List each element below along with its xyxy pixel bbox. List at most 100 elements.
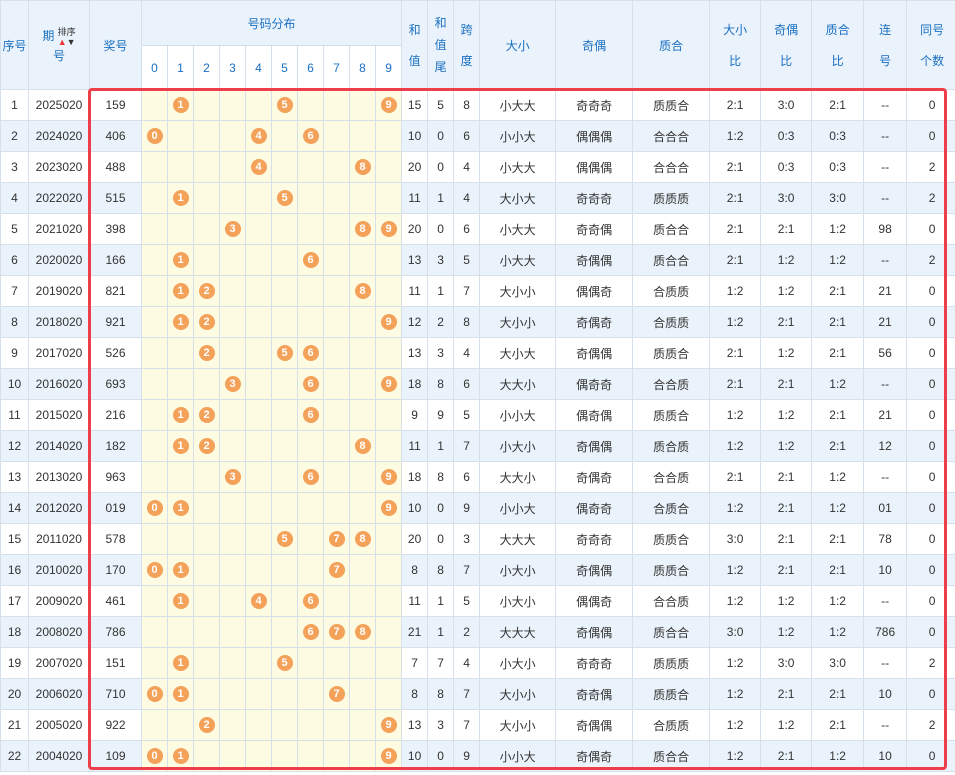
cell-sum-tail: 7 bbox=[427, 647, 455, 679]
cell-prime: 质质合 bbox=[632, 678, 711, 710]
cell-parity: 偶奇偶 bbox=[555, 399, 634, 431]
digit-ball: 8 bbox=[354, 221, 371, 237]
cell-prime: 合质质 bbox=[632, 275, 711, 307]
col-prime-ratio-label-a: 质合 bbox=[825, 23, 850, 37]
dist-cell-2: 2 bbox=[193, 430, 220, 462]
dist-cell-5 bbox=[271, 616, 298, 648]
dist-cell-2 bbox=[193, 120, 220, 152]
dist-cell-8 bbox=[349, 492, 376, 524]
cell-sum: 12 bbox=[401, 306, 429, 338]
col-tail-label-a: 和 bbox=[434, 16, 447, 30]
dist-cell-0: 0 bbox=[141, 678, 168, 710]
cell-parity-ratio: 0:3 bbox=[760, 120, 813, 152]
cell-span: 6 bbox=[453, 368, 481, 400]
cell-sum: 20 bbox=[401, 151, 429, 183]
cell-sum-tail: 1 bbox=[427, 585, 455, 617]
cell-number: 166 bbox=[89, 244, 142, 276]
cell-seq: 9 bbox=[0, 337, 29, 369]
dist-cell-1: 1 bbox=[167, 275, 194, 307]
cell-number: 710 bbox=[89, 678, 142, 710]
cell-period: 2007020 bbox=[28, 647, 90, 679]
col-sum: 和值 bbox=[401, 0, 429, 90]
digit-ball: 1 bbox=[172, 686, 189, 702]
cell-prime: 合合质 bbox=[632, 461, 711, 493]
dist-cell-7 bbox=[323, 151, 350, 183]
cell-span: 2 bbox=[453, 616, 481, 648]
cell-sum: 9 bbox=[401, 399, 429, 431]
col-period[interactable]: 期 排序 ▲▼ 号 bbox=[28, 0, 90, 90]
cell-prime-ratio: 2:1 bbox=[811, 678, 865, 710]
dist-cell-2 bbox=[193, 492, 220, 524]
dist-cell-3 bbox=[219, 709, 246, 741]
cell-prime-ratio: 2:1 bbox=[811, 523, 865, 555]
dist-cell-3 bbox=[219, 306, 246, 338]
cell-prime: 质合合 bbox=[632, 740, 711, 772]
digit-ball: 0 bbox=[146, 748, 163, 764]
cell-consecutive: 10 bbox=[863, 678, 908, 710]
cell-consecutive: -- bbox=[863, 244, 908, 276]
digit-ball: 8 bbox=[354, 531, 371, 547]
sort-control[interactable]: 排序 ▲▼ bbox=[58, 27, 76, 47]
dist-cell-9 bbox=[374, 523, 403, 555]
cell-number: 461 bbox=[89, 585, 142, 617]
col-prime: 质合 bbox=[632, 0, 711, 90]
cell-span: 7 bbox=[453, 678, 481, 710]
dist-cell-0 bbox=[141, 523, 168, 555]
digit-header-7: 7 bbox=[323, 45, 350, 90]
dist-cell-3 bbox=[219, 337, 246, 369]
cell-sum-tail: 0 bbox=[427, 492, 455, 524]
digit-ball: 6 bbox=[302, 252, 319, 268]
dist-cell-4 bbox=[245, 678, 272, 710]
cell-size: 小大大 bbox=[479, 151, 557, 183]
cell-parity-ratio: 1:2 bbox=[760, 616, 813, 648]
cell-period: 2017020 bbox=[28, 337, 90, 369]
dist-cell-4 bbox=[245, 709, 272, 741]
cell-sum-tail: 8 bbox=[427, 461, 455, 493]
cell-seq: 22 bbox=[0, 740, 29, 772]
dist-cell-5: 5 bbox=[271, 523, 298, 555]
cell-span: 6 bbox=[453, 120, 481, 152]
cell-prime-ratio: 1:2 bbox=[811, 616, 865, 648]
dist-cell-2 bbox=[193, 554, 220, 586]
cell-sum-tail: 1 bbox=[427, 616, 455, 648]
digit-ball: 9 bbox=[380, 469, 397, 485]
dist-cell-0 bbox=[141, 709, 168, 741]
sort-asc-icon[interactable]: ▲ bbox=[57, 36, 67, 47]
dist-cell-3: 3 bbox=[219, 461, 246, 493]
dist-cell-6: 6 bbox=[297, 120, 324, 152]
sort-desc-icon[interactable]: ▼ bbox=[66, 36, 76, 47]
cell-consecutive: -- bbox=[863, 120, 908, 152]
dist-cell-9 bbox=[374, 151, 403, 183]
cell-same-count: 2 bbox=[906, 151, 955, 183]
cell-sum: 13 bbox=[401, 337, 429, 369]
dist-cell-2: 2 bbox=[193, 337, 220, 369]
cell-number: 488 bbox=[89, 151, 142, 183]
dist-cell-9 bbox=[374, 647, 403, 679]
cell-parity-ratio: 2:1 bbox=[760, 492, 813, 524]
cell-seq: 7 bbox=[0, 275, 29, 307]
dist-cell-3 bbox=[219, 430, 246, 462]
digit-header-3: 3 bbox=[219, 45, 246, 90]
col-same-label-a: 同号 bbox=[920, 23, 945, 37]
table-body: 1 2025020 159 1 5 9 15 5 8 小大大 奇奇奇 质质合 2:1 3:0 2:1 -- 0 2… bbox=[0, 89, 955, 772]
cell-size: 大小小 bbox=[479, 275, 557, 307]
dist-cell-8 bbox=[349, 368, 376, 400]
dist-cell-3 bbox=[219, 740, 246, 772]
dist-cell-3 bbox=[219, 523, 246, 555]
cell-prime-ratio: 2:1 bbox=[811, 430, 865, 462]
digit-ball: 4 bbox=[250, 128, 267, 144]
table-row: 9 2017020 526 2 5 6 13 3 4 大小大 奇偶偶 质质合 2:1 1:2 2:1 56 0 bbox=[0, 337, 955, 369]
dist-cell-3 bbox=[219, 647, 246, 679]
dist-cell-8 bbox=[349, 89, 376, 121]
dist-cell-6 bbox=[297, 492, 324, 524]
dist-cell-3: 3 bbox=[219, 213, 246, 245]
dist-cell-9 bbox=[374, 678, 403, 710]
cell-sum: 8 bbox=[401, 554, 429, 586]
dist-cell-8: 8 bbox=[349, 616, 376, 648]
dist-cell-2 bbox=[193, 89, 220, 121]
digit-ball: 8 bbox=[354, 283, 371, 299]
table-row: 5 2021020 398 3 8 9 20 0 6 小大大 奇奇偶 质合合 2:1 2:1 1:2 98 0 bbox=[0, 213, 955, 245]
cell-prime: 合质质 bbox=[632, 306, 711, 338]
dist-cell-7 bbox=[323, 337, 350, 369]
dist-cell-7: 7 bbox=[323, 678, 350, 710]
